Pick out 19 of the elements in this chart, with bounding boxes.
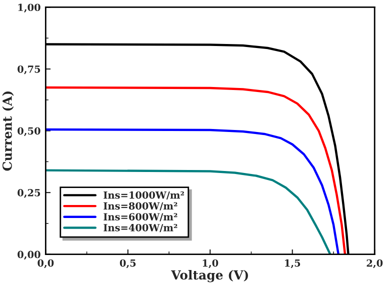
- line-series: [46, 169, 332, 254]
- y-axis-title: Current (A): [2, 92, 14, 171]
- legend-label: Ins=800W/m²: [104, 202, 178, 210]
- line-series: [46, 86, 346, 254]
- y-tick-label: 1,00: [18, 4, 40, 13]
- y-tick-label: 0,75: [18, 65, 40, 74]
- legend-label: Ins=600W/m²: [104, 213, 178, 222]
- x-tick-label: 1,0: [202, 259, 218, 268]
- y-tick-label: 0,25: [18, 189, 40, 198]
- x-tick-label: 0,5: [120, 259, 136, 268]
- x-axis-title: Voltage (V): [171, 270, 248, 282]
- line-series: [46, 128, 340, 254]
- x-tick-label: 0,0: [38, 259, 54, 268]
- y-tick-label: 0,50: [18, 127, 40, 136]
- y-tick-label: 0,00: [18, 250, 40, 260]
- legend-label: Ins=1000W/m²: [104, 191, 184, 200]
- x-tick-label: 2,0: [366, 259, 383, 268]
- x-tick-label: 1,5: [285, 259, 300, 268]
- legend-label: Ins=400W/m²: [104, 224, 178, 232]
